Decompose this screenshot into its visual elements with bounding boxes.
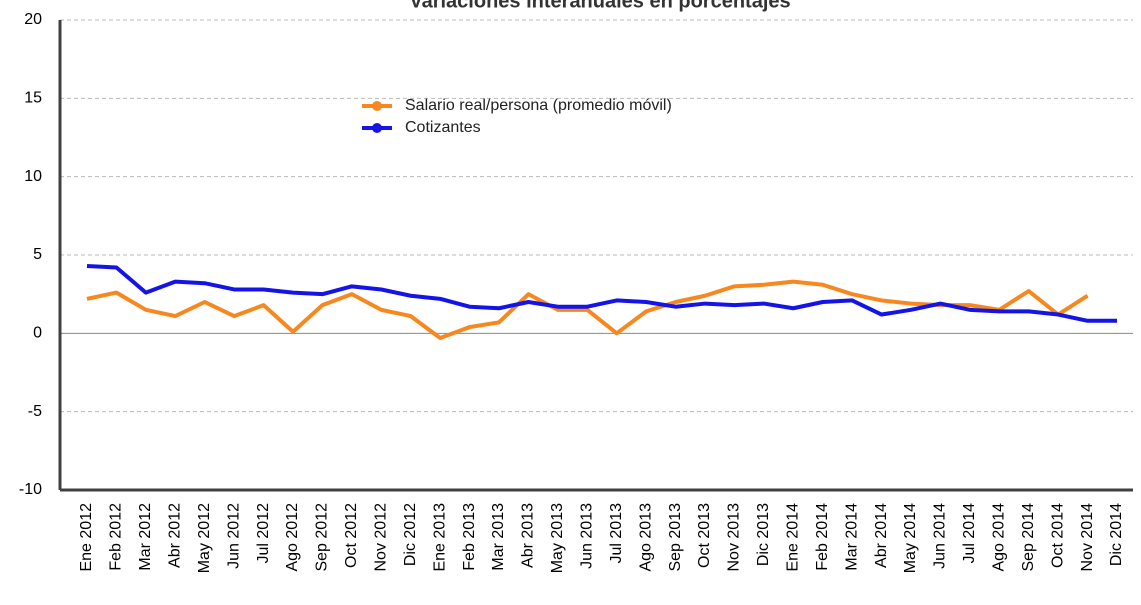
chart-title: Variaciones interanuales en porcentajes [409,0,790,12]
x-tick-label: Oct 2013 [696,503,713,568]
x-tick-label: Ago 2013 [637,503,654,572]
x-tick-label: Abr 2012 [167,503,184,568]
x-tick-label: May 2012 [196,503,213,573]
y-tick-label: 20 [24,11,42,28]
x-tick-label: Ene 2014 [785,503,802,572]
series-line [86,279,1089,341]
x-tick-label: Jun 2013 [579,503,596,569]
x-tick-label: Mar 2012 [137,503,154,571]
x-tick-label: Ago 2014 [991,503,1008,572]
x-tick-label: Jun 2014 [932,503,949,569]
x-tick-label: Mar 2014 [843,503,860,571]
y-tick-label: -5 [28,403,42,420]
x-tick-label: Sep 2013 [667,503,684,572]
x-tick-label: May 2013 [549,503,566,573]
y-tick-label: 15 [24,90,42,107]
legend-marker [372,123,382,133]
x-tick-label: Feb 2012 [108,503,125,571]
x-tick-label: Mar 2013 [490,503,507,571]
x-tick-label: May 2014 [902,503,919,573]
y-tick-label: 5 [33,246,42,263]
x-tick-label: Feb 2014 [814,503,831,571]
x-tick-label: Abr 2013 [520,503,537,568]
series-line [86,263,1117,323]
x-tick-label: Dic 2014 [1108,503,1125,566]
x-tick-label: Ene 2012 [78,503,95,572]
legend-label: Cotizantes [405,119,481,136]
legend-label: Salario real/persona (promedio móvil) [405,97,672,114]
x-tick-label: Jun 2012 [225,503,242,569]
x-tick-label: Nov 2014 [1079,503,1096,572]
x-tick-label: Oct 2014 [1049,503,1066,568]
x-tick-label: Sep 2014 [1020,503,1037,572]
x-tick-label: Dic 2013 [755,503,772,566]
x-tick-label: Nov 2013 [726,503,743,572]
x-tick-label: Ago 2012 [284,503,301,572]
legend-marker [372,101,382,111]
x-tick-label: Oct 2012 [343,503,360,568]
x-tick-label: Ene 2013 [431,503,448,572]
x-tick-label: Abr 2014 [873,503,890,568]
x-tick-label: Jul 2013 [608,503,625,564]
x-tick-label: Jul 2014 [961,503,978,564]
x-tick-label: Dic 2012 [402,503,419,566]
x-tick-label: Sep 2012 [314,503,331,572]
y-tick-label: 10 [24,168,42,185]
y-tick-label: 0 [33,325,42,342]
x-tick-label: Feb 2013 [461,503,478,571]
x-tick-label: Nov 2012 [373,503,390,572]
y-tick-label: -10 [19,481,42,498]
x-tick-label: Jul 2012 [255,503,272,564]
